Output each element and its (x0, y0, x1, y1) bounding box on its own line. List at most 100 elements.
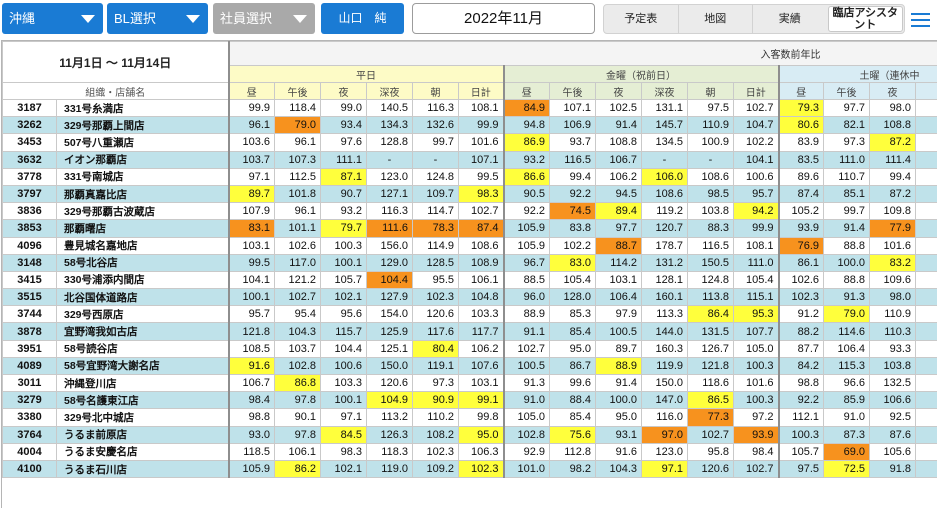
table-cell-clipped (915, 236, 937, 255)
results-table-container[interactable]: 11月1日 ～ 11月14日 入客数前年比 平日 金曜（祝前日） 土曜（連休中 … (1, 40, 937, 508)
store-row[interactable]: 3415 330号浦添内間店 104.1 121.2 105.7 104.4 95.5 106… (2, 270, 937, 290)
tab-results[interactable]: 実績 (752, 5, 827, 33)
column-header-weekday: 夜 (320, 82, 367, 100)
ratio-cell: 100.5 (595, 322, 642, 341)
user-button[interactable]: 山口 純 (321, 3, 404, 34)
ratio-cell: - (412, 150, 459, 169)
store-code: 3951 (2, 339, 57, 358)
ratio-cell: 94.5 (595, 184, 642, 204)
ratio-cell: 96.1 (274, 202, 321, 221)
hamburger-menu-icon[interactable] (911, 13, 930, 27)
store-row[interactable]: 3279 58号名護東江店 98.4 97.8 100.1 104.9 90.9 99.1 91… (2, 391, 937, 410)
store-row[interactable]: 3797 那覇真嘉比店 89.7 101.8 90.7 127.1 109.7 98.3 90.… (2, 184, 937, 204)
store-row[interactable]: 4089 58号宜野湾大謝名店 91.6 102.8 100.6 150.0 119.1 10… (2, 356, 937, 376)
store-row[interactable]: 4096 豊見城名嘉地店 103.1 102.6 100.3 156.0 114.9 108.… (2, 236, 937, 255)
ratio-cell: 134.3 (366, 116, 413, 135)
ratio-cell-highlight-yellow: 106.0 (641, 167, 688, 186)
ratio-cell: 105.7 (777, 442, 824, 461)
ratio-cell: 99.5 (458, 167, 504, 186)
ratio-cell: 121.2 (274, 270, 321, 290)
month-selector[interactable]: 2022年11月 (412, 3, 595, 34)
ratio-cell: 103.7 (274, 339, 321, 358)
group-header-saturday: 土曜（連休中 (777, 65, 937, 83)
tab-schedule[interactable]: 予定表 (604, 5, 678, 33)
ratio-cell: 106.9 (549, 116, 596, 135)
store-name: イオン那覇店 (56, 150, 229, 169)
store-row[interactable]: 4004 うるま安慶名店 118.5 106.1 98.3 118.3 102.3 106.3… (2, 442, 937, 461)
ratio-cell: 119.0 (366, 459, 413, 479)
ratio-cell: 131.1 (641, 98, 688, 118)
column-header-weekday: 深夜 (366, 82, 413, 100)
store-row[interactable]: 4100 うるま石川店 105.9 86.2 102.1 119.0 109.2 102.3 1… (2, 459, 937, 479)
ratio-cell: 127.9 (366, 288, 413, 307)
store-row[interactable]: 3778 331号南城店 97.1 112.5 87.1 123.0 124.8 99.5 86… (2, 167, 937, 186)
ratio-cell: 100.1 (320, 391, 367, 410)
ratio-cell: 88.9 (502, 305, 550, 324)
store-row[interactable]: 3744 329号西原店 95.7 95.4 95.6 154.0 120.6 103.3 88… (2, 305, 937, 324)
ratio-cell: 108.9 (458, 253, 504, 272)
ratio-cell: 107.3 (274, 150, 321, 169)
ratio-cell-highlight-orange: 78.3 (412, 219, 459, 238)
store-row[interactable]: 3764 うるま前原店 93.0 97.8 84.5 126.3 108.2 95.0 102.… (2, 425, 937, 444)
ratio-cell: 102.8 (502, 425, 550, 444)
ratio-cell: 91.4 (823, 219, 870, 238)
region-dropdown[interactable]: 沖縄 (2, 3, 103, 34)
ratio-cell: 112.8 (549, 442, 596, 461)
store-row[interactable]: 3951 58号読谷店 108.5 103.7 104.4 125.1 80.4 106.2 1… (2, 339, 937, 358)
table-cell-clipped (915, 391, 937, 410)
ratio-cell: 118.5 (227, 442, 275, 461)
ratio-cell: 115.1 (733, 288, 779, 307)
ratio-cell-highlight-orange: 77.3 (687, 408, 734, 427)
table-cell-clipped (915, 202, 937, 221)
store-row[interactable]: 3453 507号八重瀬店 103.6 96.1 97.6 128.8 99.7 101.6 8… (2, 133, 937, 152)
store-name: 北谷国体道路店 (56, 288, 229, 307)
ratio-cell: 116.3 (366, 202, 413, 221)
ratio-cell: 98.2 (549, 459, 596, 479)
ratio-cell: 109.6 (869, 270, 916, 290)
store-code: 3148 (2, 253, 57, 272)
staff-dropdown[interactable]: 社員選択 (213, 3, 315, 34)
ratio-cell-highlight-yellow: 75.6 (549, 425, 596, 444)
ratio-cell: 106.1 (458, 270, 504, 290)
store-row[interactable]: 3262 329号那覇上間店 96.1 79.0 93.4 134.3 132.6 99.9 9… (2, 116, 937, 135)
ratio-cell: 106.7 (227, 373, 275, 393)
ratio-cell: 120.6 (687, 459, 734, 479)
ratio-cell: 98.8 (227, 408, 275, 427)
ratio-cell: 99.9 (227, 98, 275, 118)
table-cell-clipped (915, 270, 937, 290)
store-row[interactable]: 3878 宜野湾我如古店 121.8 104.3 115.7 125.9 117.6 117.… (2, 322, 937, 341)
table-cell-clipped (915, 373, 937, 393)
ratio-cell-highlight-yellow: 83.0 (549, 253, 596, 272)
bl-dropdown[interactable]: BL選択 (107, 3, 208, 34)
store-row[interactable]: 3515 北谷国体道路店 100.1 102.7 102.1 127.9 102.3 104.… (2, 288, 937, 307)
ratio-cell-highlight-yellow: 95.0 (458, 425, 504, 444)
store-row[interactable]: 3011 沖縄登川店 106.7 86.8 103.3 120.6 97.3 103.1 91.… (2, 373, 937, 393)
caret-down-icon (293, 15, 307, 23)
ratio-cell: 100.0 (823, 253, 870, 272)
tab-map[interactable]: 地図 (677, 5, 753, 33)
ratio-cell-highlight-orange: 104.4 (366, 270, 413, 290)
ratio-cell: 108.1 (458, 98, 504, 118)
store-row[interactable]: 3148 58号北谷店 99.5 117.0 100.1 129.0 128.5 108.9 9… (2, 253, 937, 272)
ratio-cell: 128.8 (366, 133, 413, 152)
store-row[interactable]: 3187 331号糸満店 99.9 118.4 99.0 140.5 116.3 108.1 8… (2, 98, 937, 118)
ratio-cell: 110.3 (869, 322, 916, 341)
ratio-cell: 95.5 (412, 270, 459, 290)
ratio-cell-highlight-yellow: 86.5 (687, 391, 734, 410)
store-row[interactable]: 3853 那覇曙店 83.1 101.1 79.7 111.6 78.3 87.4 105.9 8… (2, 219, 937, 238)
tab-store-visit-assistant[interactable]: 臨店アシスタント (827, 6, 903, 32)
store-row[interactable]: 3380 329号北中城店 98.8 90.1 97.1 113.2 110.2 99.8 10… (2, 408, 937, 427)
ratio-cell: 96.6 (823, 373, 870, 393)
store-name: うるま石川店 (56, 459, 229, 479)
ratio-cell: 100.3 (320, 236, 367, 255)
ratio-cell: 89.7 (595, 339, 642, 358)
ratio-cell: 100.3 (733, 356, 779, 376)
store-row[interactable]: 3632 イオン那覇店 103.7 107.3 111.1- -107.1 93.2 116.… (2, 150, 937, 169)
ratio-cell: 100.3 (777, 425, 824, 444)
ratio-cell: 97.3 (823, 133, 870, 152)
column-header-saturday: 午後 (823, 82, 870, 100)
ratio-cell-highlight-orange: 77.9 (869, 219, 916, 238)
ratio-cell: 99.7 (823, 202, 870, 221)
store-row[interactable]: 3836 329号那覇古波蔵店 107.9 96.1 93.2 116.3 114.7 102… (2, 202, 937, 221)
ratio-cell: 93.9 (777, 219, 824, 238)
